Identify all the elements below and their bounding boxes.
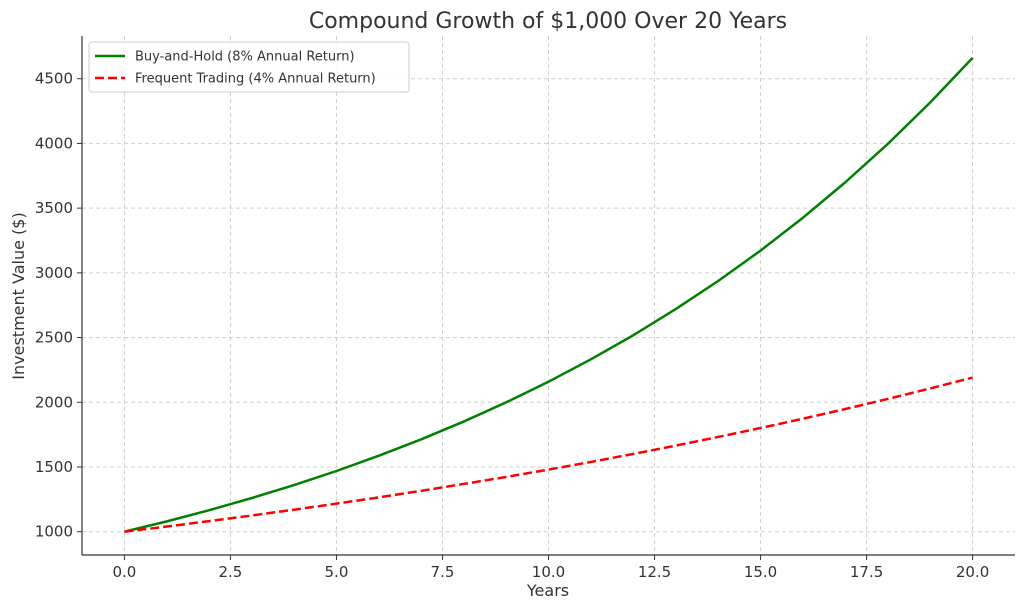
x-tick-label: 0.0 [112, 563, 136, 581]
legend: Buy-and-Hold (8% Annual Return) Frequent… [88, 41, 410, 93]
y-tick-label: 2500 [35, 329, 73, 347]
series-line-buy-and-hold [124, 57, 974, 533]
x-tick-label: 15.0 [744, 563, 777, 581]
x-axis-label: Years [526, 581, 569, 600]
series-line-frequent-trading [124, 376, 973, 533]
legend-box [88, 41, 410, 93]
x-tick-label: 2.5 [219, 563, 243, 581]
x-tick-label: 20.0 [956, 563, 989, 581]
y-tick-label: 4500 [35, 70, 73, 88]
x-tick-label: 5.0 [325, 563, 349, 581]
x-tick-label: 7.5 [431, 563, 455, 581]
y-axis-ticks: 1000 1500 2000 2500 3000 3500 4000 4500 [35, 70, 82, 541]
chart-title: Compound Growth of $1,000 Over 20 Years [309, 9, 787, 34]
legend-label-frequent-trading: Frequent Trading (4% Annual Return) [135, 72, 376, 87]
y-tick-label: 2000 [35, 393, 73, 411]
y-axis-label: Investment Value ($) [9, 212, 28, 379]
grid [82, 36, 1015, 555]
y-tick-label: 3500 [35, 199, 73, 217]
x-axis-ticks: 0.0 2.5 5.0 7.5 10.0 12.5 15.0 17.5 20.0 [112, 555, 989, 581]
series-layer [124, 57, 974, 533]
x-tick-label: 10.0 [532, 563, 565, 581]
y-tick-label: 1000 [35, 523, 73, 541]
x-tick-label: 12.5 [638, 563, 671, 581]
legend-label-buy-and-hold: Buy-and-Hold (8% Annual Return) [135, 50, 355, 65]
x-tick-label: 17.5 [850, 563, 883, 581]
y-tick-label: 1500 [35, 458, 73, 476]
y-tick-label: 3000 [35, 264, 73, 282]
y-tick-label: 4000 [35, 134, 73, 152]
